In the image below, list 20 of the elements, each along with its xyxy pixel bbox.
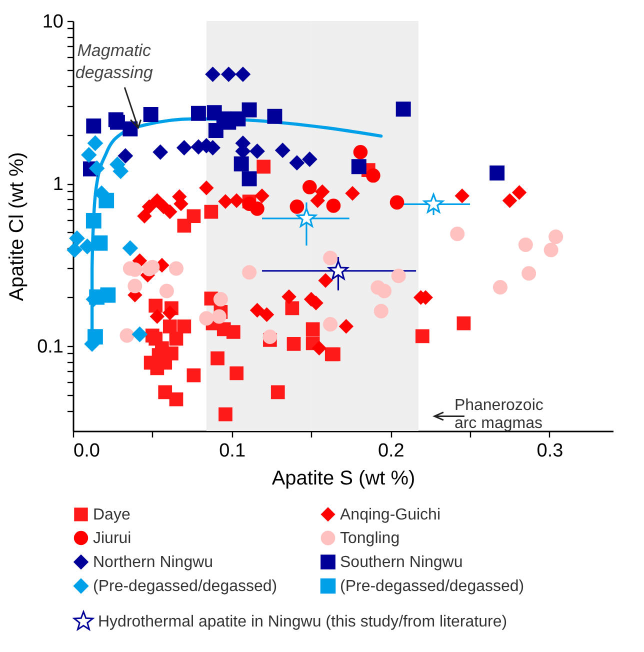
legend-label: Northern Ningwu (93, 554, 214, 571)
y-axis-title: Apatite Cl (wt %) (6, 152, 28, 301)
x-tick-label: 0.3 (536, 440, 564, 462)
x-tick-label: 0.0 (74, 440, 100, 462)
x-axis-title: Apatite S (wt %) (272, 468, 416, 490)
y-tick-label: 0.1 (37, 336, 64, 358)
legend-label: Southern Ningwu (340, 554, 463, 571)
x-tick-label: 0.2 (378, 440, 404, 462)
legend-label: (Pre-degassed/degassed) (93, 578, 278, 595)
legend-label: Tongling (340, 530, 400, 547)
y-tick-label: 10 (42, 12, 64, 32)
annotation: Magmatic degassing (75, 40, 154, 82)
legend-label: Anqing-Guichi (340, 506, 440, 524)
x-tick-label: 0.1 (219, 440, 246, 462)
legend-label: Daye (93, 506, 130, 524)
legend-label: Hydrothermal apatite in Ningwu (this study/from literature) (98, 614, 508, 630)
y-tick-label: 1 (52, 174, 64, 196)
annotation: Phanerozoic arc magmas (454, 397, 544, 432)
legend-label: Jiurui (93, 530, 132, 547)
legend-label: (Pre-degassed/degassed) (340, 578, 524, 595)
